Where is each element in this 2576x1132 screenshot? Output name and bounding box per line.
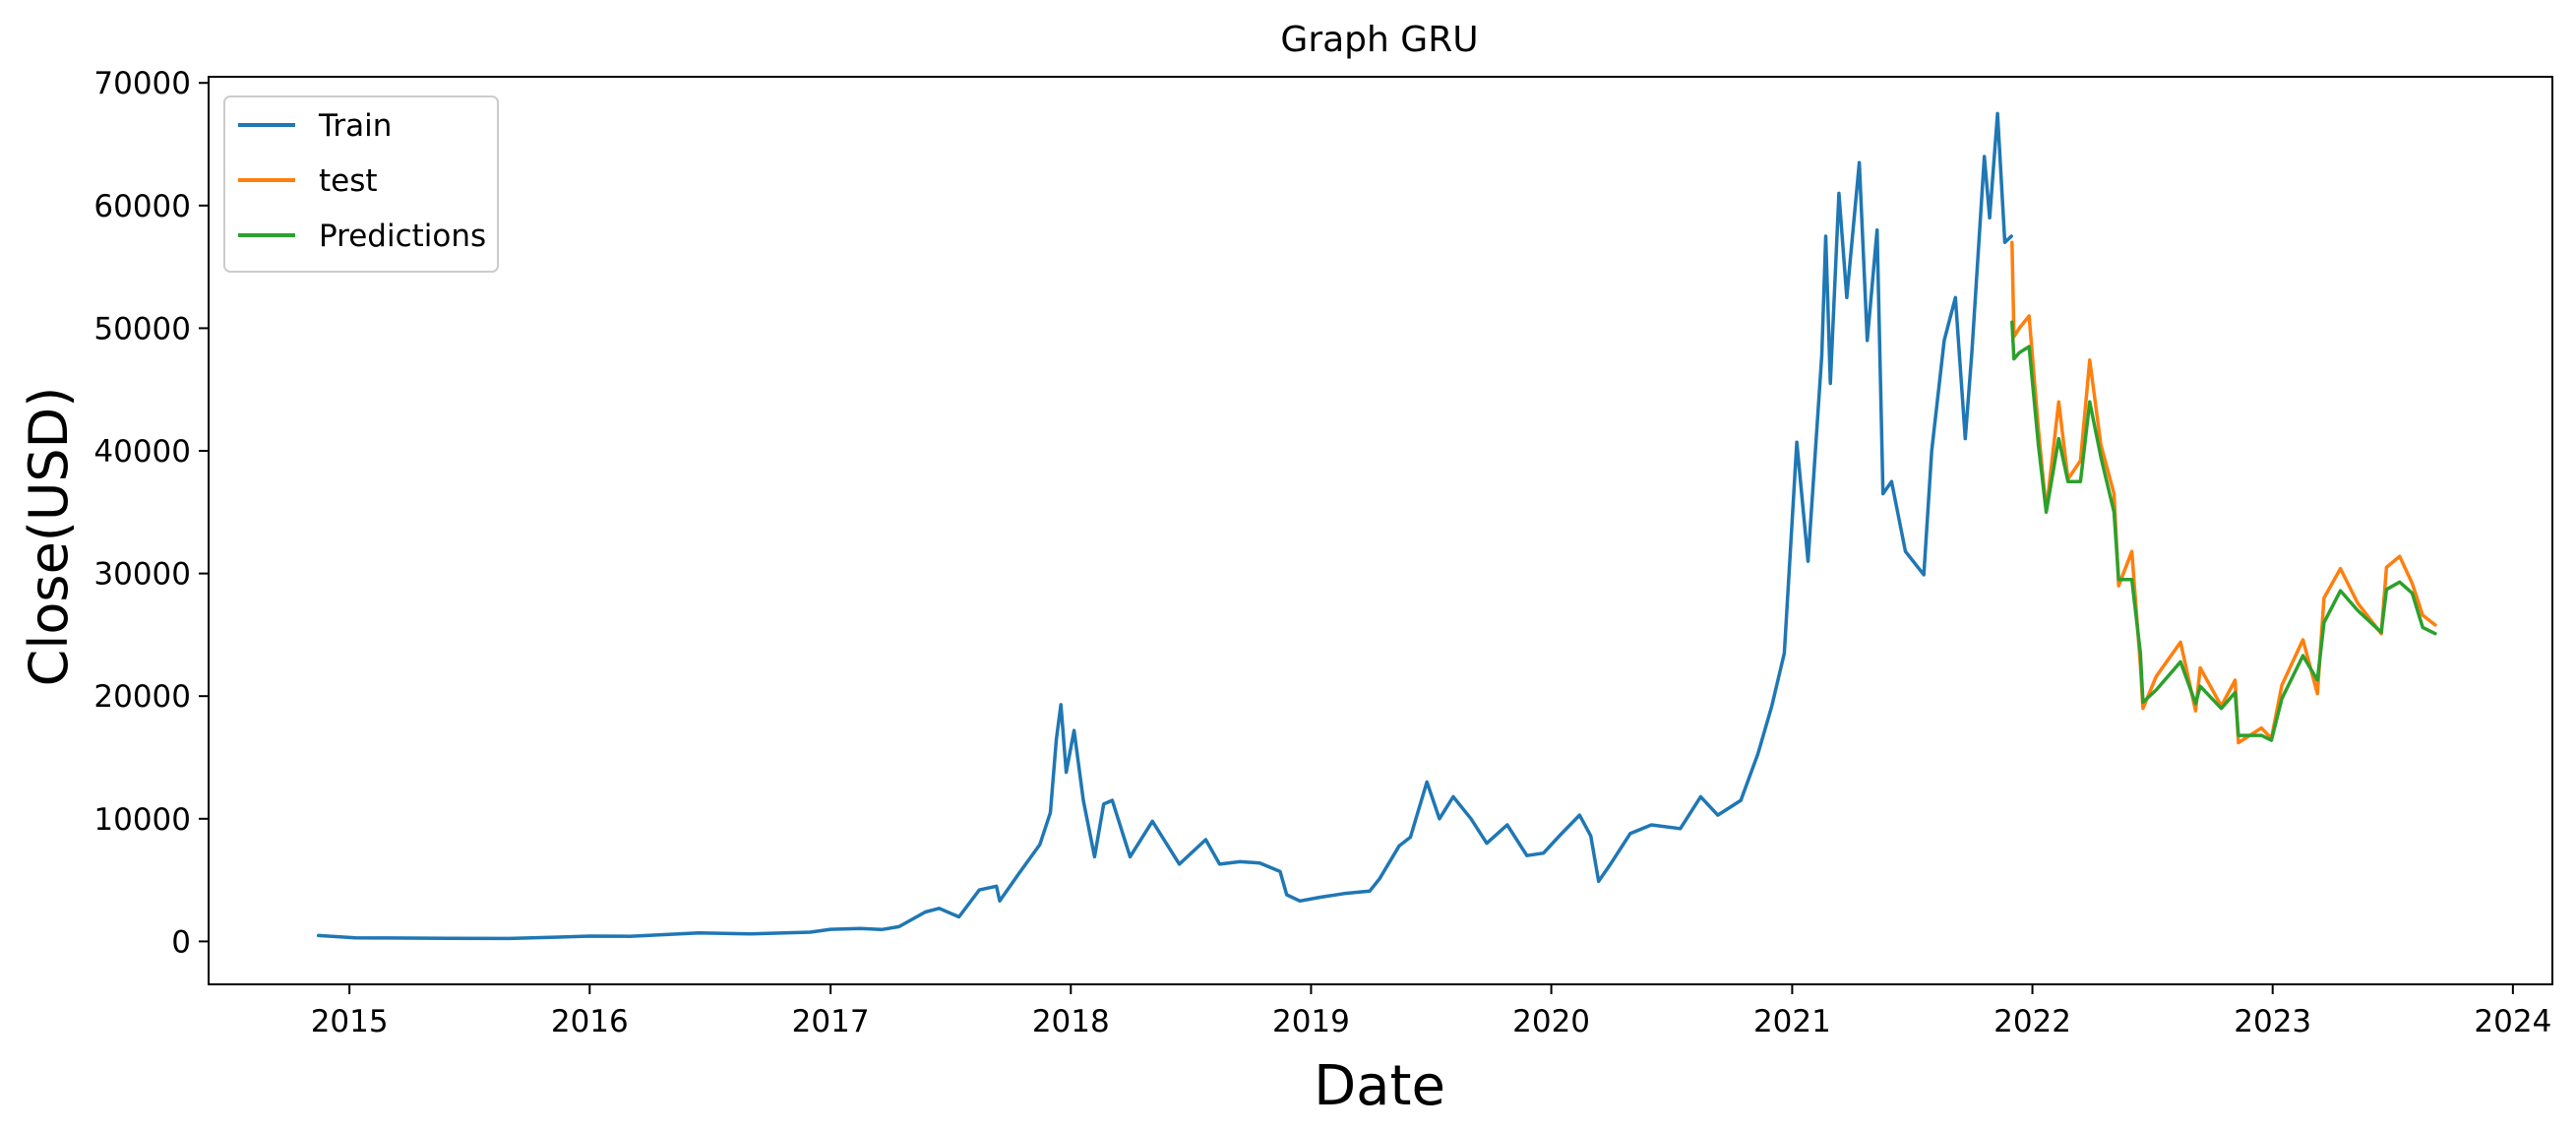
- x-tick-label: 2022: [1993, 1004, 2071, 1039]
- x-tick-label: 2024: [2474, 1004, 2551, 1039]
- legend: Train test Predictions: [223, 95, 499, 273]
- chart-title: Graph GRU: [1280, 20, 1478, 60]
- plot-lines: [316, 111, 2437, 941]
- legend-label: test: [319, 163, 378, 199]
- y-tick-label: 20000: [93, 679, 191, 715]
- x-tick-label: 2015: [311, 1004, 389, 1039]
- x-tick-label: 2018: [1032, 1004, 1110, 1039]
- x-tick-label: 2020: [1512, 1004, 1590, 1039]
- y-axis-label: Close(USD): [18, 387, 80, 687]
- y-tick-label: 60000: [93, 189, 191, 224]
- x-axis-label: Date: [1314, 1054, 1445, 1118]
- y-tick-label: 30000: [93, 557, 191, 593]
- plot-frame: [208, 76, 2553, 985]
- y-axis: 0 10000 20000 30000 40000 50000 60000 70000: [93, 66, 209, 960]
- x-tick-label: 2021: [1753, 1004, 1831, 1039]
- x-tick-label: 2017: [792, 1004, 870, 1039]
- series-line-test: [2010, 240, 2437, 745]
- legend-box: [223, 95, 499, 273]
- y-tick-label: 0: [171, 924, 191, 960]
- y-tick-label: 10000: [93, 802, 191, 838]
- series-line-predictions: [2010, 320, 2437, 742]
- y-tick-label: 50000: [93, 311, 191, 346]
- y-tick-label: 40000: [93, 434, 191, 470]
- legend-label: Train: [318, 108, 392, 144]
- x-tick-label: 2019: [1272, 1004, 1350, 1039]
- x-axis: 2015 2016 2017 2018 2019 2020 2021 2022 2023 2024: [311, 984, 2551, 1039]
- y-tick-label: 70000: [93, 66, 191, 101]
- x-tick-label: 2016: [551, 1004, 629, 1039]
- x-tick-label: 2023: [2234, 1004, 2311, 1039]
- series-line-train: [316, 111, 2013, 941]
- legend-label: Predictions: [319, 219, 486, 254]
